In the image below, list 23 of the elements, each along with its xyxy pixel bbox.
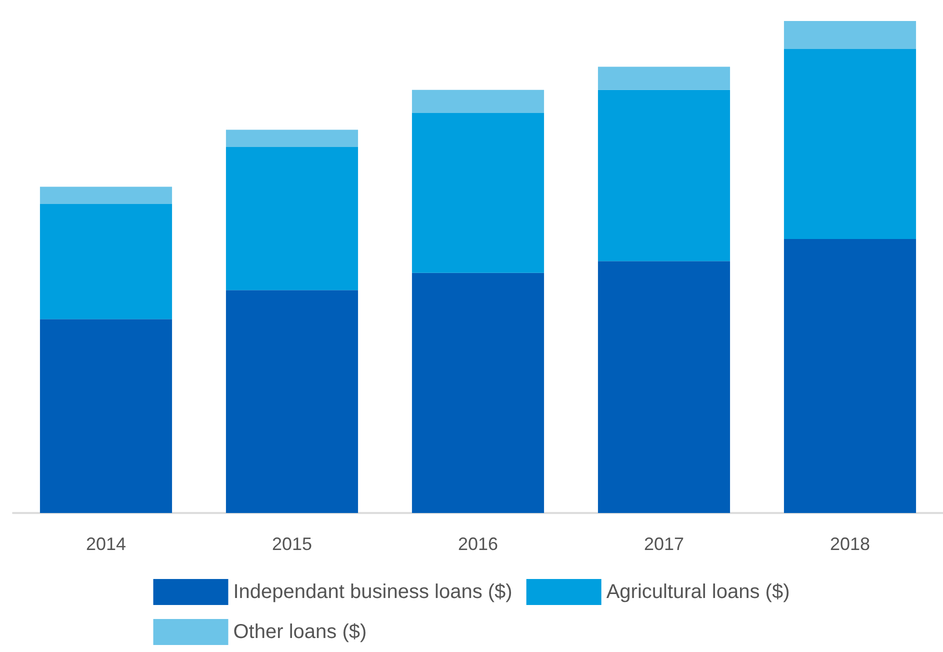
- bar: [412, 113, 544, 273]
- legend-label: Other loans ($): [233, 621, 367, 643]
- bar: [40, 186, 172, 204]
- bar: [784, 49, 916, 239]
- x-tick-label: 2014: [86, 534, 126, 554]
- bar: [226, 130, 358, 147]
- x-tick-label: 2018: [830, 534, 870, 554]
- bar: [226, 146, 358, 290]
- bar: [40, 319, 172, 513]
- legend-label: Independant business loans ($): [233, 581, 512, 603]
- bar: [412, 272, 544, 513]
- bar: [784, 21, 916, 50]
- bar: [412, 90, 544, 114]
- bar: [598, 90, 730, 262]
- x-tick-label: 2016: [458, 534, 498, 554]
- bar: [598, 261, 730, 513]
- bar: [598, 66, 730, 90]
- bar: [784, 238, 916, 513]
- bar: [226, 290, 358, 513]
- x-tick-label: 2015: [272, 534, 312, 554]
- bar: [40, 204, 172, 320]
- legend-label: Agricultural loans ($): [606, 581, 790, 603]
- x-tick-label: 2017: [644, 534, 684, 554]
